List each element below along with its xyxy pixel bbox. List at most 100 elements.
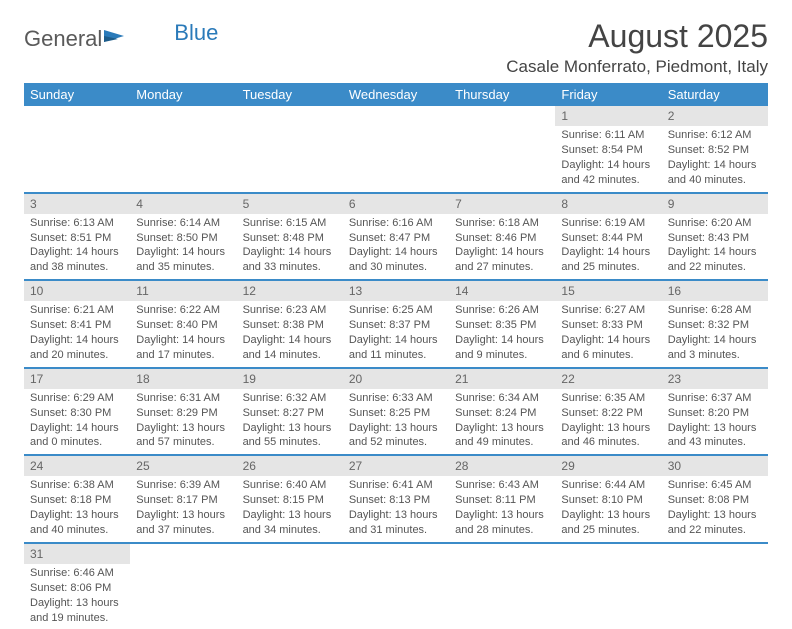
calendar-cell: 23Sunrise: 6:37 AMSunset: 8:20 PMDayligh… [662,368,768,456]
location: Casale Monferrato, Piedmont, Italy [506,57,768,77]
weekday-header: Friday [555,83,661,106]
calendar-cell: 29Sunrise: 6:44 AMSunset: 8:10 PMDayligh… [555,455,661,543]
daylight-text: Daylight: 13 hours and 57 minutes. [136,421,230,451]
day-number: 2 [662,106,768,126]
sunrise-text: Sunrise: 6:14 AM [136,216,230,231]
day-details: Sunrise: 6:25 AMSunset: 8:37 PMDaylight:… [343,303,449,362]
flag-icon [104,24,126,50]
calendar-cell: 15Sunrise: 6:27 AMSunset: 8:33 PMDayligh… [555,280,661,368]
day-details: Sunrise: 6:22 AMSunset: 8:40 PMDaylight:… [130,303,236,362]
calendar-cell [237,543,343,629]
daylight-text: Daylight: 14 hours and 0 minutes. [30,421,124,451]
calendar-week-row: 10Sunrise: 6:21 AMSunset: 8:41 PMDayligh… [24,280,768,368]
weekday-header: Saturday [662,83,768,106]
day-details: Sunrise: 6:45 AMSunset: 8:08 PMDaylight:… [662,478,768,537]
daylight-text: Daylight: 14 hours and 6 minutes. [561,333,655,363]
day-details: Sunrise: 6:33 AMSunset: 8:25 PMDaylight:… [343,391,449,450]
day-details: Sunrise: 6:20 AMSunset: 8:43 PMDaylight:… [662,216,768,275]
daylight-text: Daylight: 14 hours and 14 minutes. [243,333,337,363]
sunset-text: Sunset: 8:06 PM [30,581,124,596]
calendar-week-row: 3Sunrise: 6:13 AMSunset: 8:51 PMDaylight… [24,193,768,281]
day-number: 7 [449,194,555,214]
daylight-text: Daylight: 13 hours and 31 minutes. [349,508,443,538]
day-details: Sunrise: 6:35 AMSunset: 8:22 PMDaylight:… [555,391,661,450]
sunset-text: Sunset: 8:15 PM [243,493,337,508]
calendar-cell: 10Sunrise: 6:21 AMSunset: 8:41 PMDayligh… [24,280,130,368]
daylight-text: Daylight: 14 hours and 38 minutes. [30,245,124,275]
day-number: 14 [449,281,555,301]
sunrise-text: Sunrise: 6:13 AM [30,216,124,231]
sunrise-text: Sunrise: 6:19 AM [561,216,655,231]
sunrise-text: Sunrise: 6:21 AM [30,303,124,318]
sunrise-text: Sunrise: 6:18 AM [455,216,549,231]
day-details: Sunrise: 6:43 AMSunset: 8:11 PMDaylight:… [449,478,555,537]
sunrise-text: Sunrise: 6:22 AM [136,303,230,318]
calendar-week-row: 17Sunrise: 6:29 AMSunset: 8:30 PMDayligh… [24,368,768,456]
day-number: 15 [555,281,661,301]
day-details: Sunrise: 6:16 AMSunset: 8:47 PMDaylight:… [343,216,449,275]
day-details: Sunrise: 6:31 AMSunset: 8:29 PMDaylight:… [130,391,236,450]
day-number: 8 [555,194,661,214]
calendar-cell [343,543,449,629]
calendar-cell [555,543,661,629]
day-details: Sunrise: 6:23 AMSunset: 8:38 PMDaylight:… [237,303,343,362]
day-number: 21 [449,369,555,389]
daylight-text: Daylight: 13 hours and 34 minutes. [243,508,337,538]
sunset-text: Sunset: 8:38 PM [243,318,337,333]
day-number: 20 [343,369,449,389]
day-number: 3 [24,194,130,214]
calendar-cell: 13Sunrise: 6:25 AMSunset: 8:37 PMDayligh… [343,280,449,368]
calendar-table: Sunday Monday Tuesday Wednesday Thursday… [24,83,768,629]
daylight-text: Daylight: 14 hours and 9 minutes. [455,333,549,363]
sunrise-text: Sunrise: 6:32 AM [243,391,337,406]
sunset-text: Sunset: 8:51 PM [30,231,124,246]
title-block: August 2025 Casale Monferrato, Piedmont,… [506,18,768,77]
sunset-text: Sunset: 8:18 PM [30,493,124,508]
day-number: 6 [343,194,449,214]
daylight-text: Daylight: 13 hours and 52 minutes. [349,421,443,451]
calendar-cell: 8Sunrise: 6:19 AMSunset: 8:44 PMDaylight… [555,193,661,281]
sunset-text: Sunset: 8:32 PM [668,318,762,333]
sunrise-text: Sunrise: 6:46 AM [30,566,124,581]
sunset-text: Sunset: 8:08 PM [668,493,762,508]
sunset-text: Sunset: 8:41 PM [30,318,124,333]
sunrise-text: Sunrise: 6:31 AM [136,391,230,406]
weekday-header-row: Sunday Monday Tuesday Wednesday Thursday… [24,83,768,106]
sunset-text: Sunset: 8:40 PM [136,318,230,333]
day-number: 19 [237,369,343,389]
daylight-text: Daylight: 14 hours and 3 minutes. [668,333,762,363]
day-details: Sunrise: 6:12 AMSunset: 8:52 PMDaylight:… [662,128,768,187]
calendar-cell [130,106,236,193]
calendar-cell: 26Sunrise: 6:40 AMSunset: 8:15 PMDayligh… [237,455,343,543]
daylight-text: Daylight: 13 hours and 19 minutes. [30,596,124,626]
calendar-cell: 6Sunrise: 6:16 AMSunset: 8:47 PMDaylight… [343,193,449,281]
sunset-text: Sunset: 8:25 PM [349,406,443,421]
day-number: 22 [555,369,661,389]
sunrise-text: Sunrise: 6:20 AM [668,216,762,231]
sunset-text: Sunset: 8:11 PM [455,493,549,508]
calendar-cell: 24Sunrise: 6:38 AMSunset: 8:18 PMDayligh… [24,455,130,543]
sunrise-text: Sunrise: 6:44 AM [561,478,655,493]
day-number: 5 [237,194,343,214]
sunset-text: Sunset: 8:10 PM [561,493,655,508]
sunset-text: Sunset: 8:13 PM [349,493,443,508]
daylight-text: Daylight: 14 hours and 35 minutes. [136,245,230,275]
calendar-cell: 18Sunrise: 6:31 AMSunset: 8:29 PMDayligh… [130,368,236,456]
calendar-cell: 25Sunrise: 6:39 AMSunset: 8:17 PMDayligh… [130,455,236,543]
day-details: Sunrise: 6:21 AMSunset: 8:41 PMDaylight:… [24,303,130,362]
day-number: 31 [24,544,130,564]
day-details: Sunrise: 6:18 AMSunset: 8:46 PMDaylight:… [449,216,555,275]
calendar-cell: 16Sunrise: 6:28 AMSunset: 8:32 PMDayligh… [662,280,768,368]
daylight-text: Daylight: 14 hours and 25 minutes. [561,245,655,275]
sunset-text: Sunset: 8:27 PM [243,406,337,421]
sunrise-text: Sunrise: 6:41 AM [349,478,443,493]
calendar-week-row: 31 Sunrise: 6:46 AMSunset: 8:06 PMDayligh… [24,543,768,629]
daylight-text: Daylight: 14 hours and 22 minutes. [668,245,762,275]
weekday-header: Tuesday [237,83,343,106]
day-details: Sunrise: 6:29 AMSunset: 8:30 PMDaylight:… [24,391,130,450]
sunrise-text: Sunrise: 6:29 AM [30,391,124,406]
sunrise-text: Sunrise: 6:35 AM [561,391,655,406]
daylight-text: Daylight: 13 hours and 55 minutes. [243,421,337,451]
sunset-text: Sunset: 8:47 PM [349,231,443,246]
calendar-cell [24,106,130,193]
